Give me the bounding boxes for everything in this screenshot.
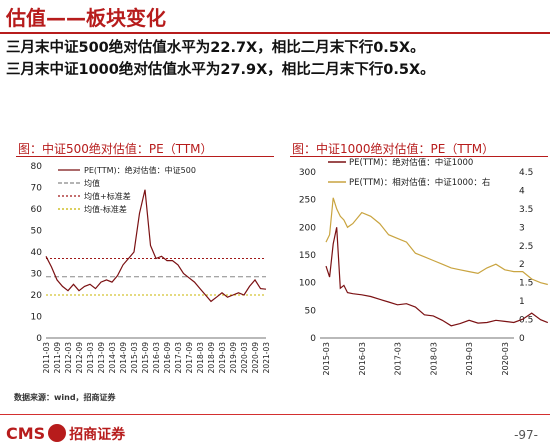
y-tick-label: 0 [36, 334, 42, 344]
y-tick-label: 30 [31, 270, 43, 280]
csi1000-chart-panel: 图：中证1000绝对估值：PE（TTM） 0 50 100 150 200 250 300 0… [290, 138, 548, 388]
x-tick-label: 2019-03 [465, 342, 474, 375]
x-tick-label: 2021-03 [262, 342, 271, 374]
legend-label: 均值 [84, 178, 100, 188]
x-tick-label: 2019-09 [229, 342, 238, 374]
y-tick-label: 0 [310, 334, 316, 344]
footer-divider [0, 414, 550, 415]
chart-title: 图：中证1000绝对估值：PE（TTM） [292, 142, 495, 156]
x-tick-label: 2017-09 [185, 342, 194, 374]
company-logo: CMS 招商证券 [6, 423, 126, 444]
x-tick-label: 2011-03 [42, 342, 51, 374]
data-source-note: 数据来源：wind，招商证券 [14, 393, 116, 402]
chart-title-divider [16, 156, 274, 157]
y-right-tick-label: 1.5 [519, 279, 533, 289]
y-right-tick-label: 0 [519, 334, 525, 344]
relative-pe-series-line [325, 197, 548, 286]
x-tick-label: 2018-09 [207, 342, 216, 374]
y-right-tick-label: 3 [519, 223, 525, 233]
y-tick-label: 200 [299, 223, 316, 233]
csi500-chart-panel: 图：中证500绝对估值：PE（TTM） 0 10 20 30 40 50 60 70 80 201… [16, 138, 274, 388]
x-tick-label: 2015-03 [130, 342, 139, 374]
y-right-tick-label: 0.5 [519, 316, 533, 326]
y-tick-label: 10 [31, 313, 43, 323]
summary-line-1: 三月末中证500绝对估值水平为22.7X，相比二月末下行0.5X。 [6, 40, 425, 56]
legend-label: PE(TTM)：绝对估值：中证1000 [349, 158, 473, 168]
x-tick-label: 2015-03 [322, 342, 331, 375]
y-tick-label: 100 [299, 279, 316, 289]
absolute-pe-series-line [325, 227, 548, 327]
logo-text-cn: 招商证券 [69, 427, 126, 443]
x-tick-label: 2016-03 [358, 342, 367, 375]
y-right-tick-label: 2.5 [519, 242, 533, 252]
x-tick-label: 2018-03 [429, 342, 438, 375]
x-tick-label: 2014-09 [119, 342, 128, 374]
legend-label: 均值-标准差 [84, 204, 127, 214]
y-right-tick-label: 2 [519, 260, 525, 270]
chart-title: 图：中证500绝对估值：PE（TTM） [18, 142, 213, 156]
y-right-tick-label: 3.5 [519, 205, 533, 215]
y-tick-label: 80 [31, 162, 43, 172]
title-divider [0, 32, 550, 34]
logo-mark-icon [48, 423, 67, 442]
x-tick-label: 2020-03 [240, 342, 249, 374]
y-tick-label: 50 [31, 227, 43, 237]
y-tick-label: 60 [31, 205, 43, 215]
x-tick-label: 2013-03 [86, 342, 95, 374]
page-title: 估值——板块变化 [6, 6, 166, 30]
page-number: -97- [514, 428, 538, 442]
y-tick-label: 150 [299, 251, 316, 261]
x-tick-label: 2018-03 [196, 342, 205, 374]
x-tick-label: 2020-09 [251, 342, 260, 374]
legend-label: 均值+标准差 [84, 191, 131, 201]
y-tick-label: 250 [299, 196, 316, 206]
legend-label: PE(TTM)：相对估值：中证1000：右 [349, 177, 490, 188]
y-tick-label: 70 [31, 184, 43, 194]
logo-text-en: CMS [6, 424, 46, 443]
x-tick-label: 2012-03 [64, 342, 73, 374]
csi1000-pe-chart: 0 50 100 150 200 250 300 0 0.5 1 1.5 2 2.5 3 3.5 4 4.5 20… [299, 158, 548, 375]
y-tick-label: 20 [31, 291, 43, 301]
x-tick-label: 2012-09 [75, 342, 84, 374]
x-tick-label: 2019-03 [218, 342, 227, 374]
x-tick-label: 2016-03 [152, 342, 161, 374]
y-right-tick-label: 1 [519, 297, 525, 307]
y-right-tick-label: 4 [519, 186, 525, 196]
x-tick-label: 2016-09 [163, 342, 172, 374]
legend-label: PE(TTM)：绝对估值：中证500 [84, 165, 196, 175]
y-right-tick-label: 4.5 [519, 168, 533, 178]
x-tick-label: 2011-09 [53, 342, 62, 374]
summary-line-2: 三月末中证1000绝对估值水平为27.9X，相比二月末下行0.5X。 [6, 62, 435, 78]
chart-title-divider [290, 156, 548, 157]
y-tick-label: 40 [31, 248, 43, 258]
x-tick-label: 2013-09 [97, 342, 106, 374]
y-tick-label: 50 [305, 306, 317, 316]
x-tick-label: 2020-03 [501, 342, 510, 375]
pe-series-line [45, 189, 267, 303]
x-tick-label: 2017-03 [394, 342, 403, 375]
x-tick-label: 2015-09 [141, 342, 150, 374]
x-tick-label: 2014-03 [108, 342, 117, 374]
x-tick-label: 2017-03 [174, 342, 183, 374]
y-tick-label: 300 [299, 168, 316, 178]
